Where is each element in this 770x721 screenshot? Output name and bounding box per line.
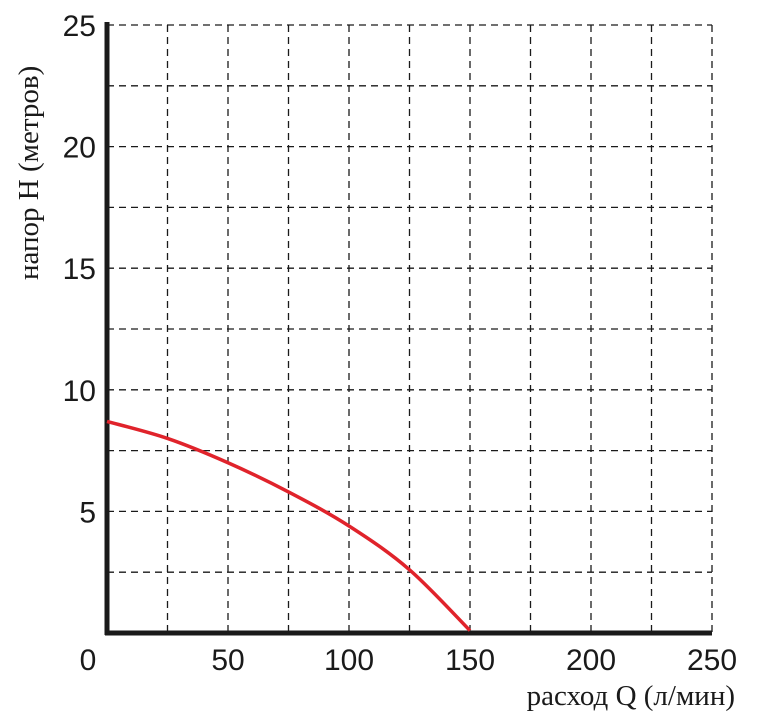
x-tick-label: 0 [80, 644, 97, 677]
axes [104, 22, 712, 636]
grid [107, 24, 713, 633]
series-line [106, 419, 472, 632]
y-tick-label: 20 [63, 132, 96, 165]
x-tick-label: 250 [687, 644, 737, 677]
y-tick-label: 10 [63, 375, 96, 408]
y-axis-title: напор H (метров) [13, 66, 45, 280]
series [106, 419, 472, 632]
x-tick-label: 50 [211, 644, 244, 677]
y-tick-label: 5 [79, 496, 96, 529]
x-tick-label: 200 [566, 644, 616, 677]
x-tick-label: 100 [324, 644, 374, 677]
x-axis-title: расход Q (л/мин) [527, 680, 735, 712]
y-tick-label: 25 [63, 10, 96, 43]
x-tick-label: 150 [445, 644, 495, 677]
tick-labels: 0 50 100 150 200 250 5 10 15 20 25 [63, 10, 737, 677]
y-tick-label: 15 [63, 253, 96, 286]
